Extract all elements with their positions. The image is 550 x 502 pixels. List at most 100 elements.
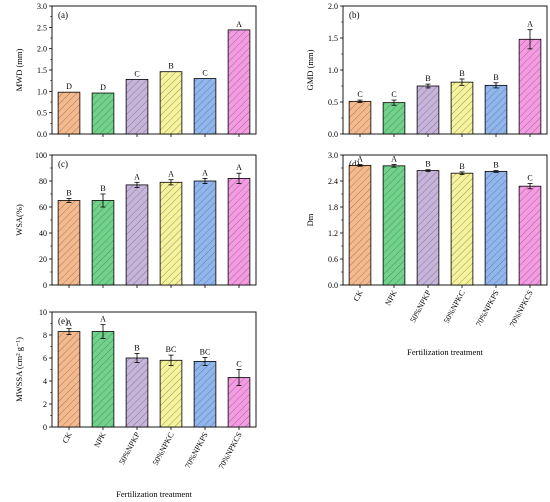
x-tick-label: 70%NPKCS — [508, 289, 535, 329]
x-tick-label: 50%NPKP — [117, 430, 142, 466]
y-tick-label: 0 — [43, 423, 47, 432]
error-bar-5 — [527, 183, 533, 190]
significance-letter-0: C — [357, 90, 362, 99]
y-axis-title: MWD (mm) — [14, 48, 24, 91]
x-tick-label: 70%NPKPS — [474, 289, 501, 328]
bar-4 — [193, 78, 217, 135]
bar-4 — [484, 84, 508, 135]
y-tick-label: 1.2 — [328, 229, 338, 238]
y-tick-label: 1.0 — [328, 66, 338, 75]
error-bar-2 — [134, 181, 140, 188]
x-tick-label: 50%NPKC — [151, 431, 176, 467]
plot-frame — [342, 5, 548, 135]
chart-panel-0: (a) 0.0 0.5 1.0 1.5 2.0 2.5 3.0 MWD (mm) D D C B C A — [14, 2, 257, 139]
y-tick-label: 2.4 — [328, 177, 338, 186]
y-tick-label: 0.6 — [328, 255, 338, 264]
bar-4 — [193, 361, 217, 428]
significance-letter-5: A — [236, 20, 242, 29]
bar-1 — [91, 92, 115, 135]
y-tick-label: 40 — [39, 229, 47, 238]
bar-3 — [159, 181, 183, 286]
x-tick-label: CK — [61, 431, 74, 445]
error-bar-0 — [357, 164, 363, 167]
chart-panel-3: (d) 0.0 0.6 1.2 1.8 2.4 3.0 Dm A CK A NPK B 50%NPKP B 5… — [305, 151, 548, 357]
bar-2 — [125, 184, 149, 286]
error-bar-1 — [100, 324, 106, 339]
error-bar-3 — [168, 179, 174, 186]
significance-letter-4: BC — [200, 347, 211, 356]
bar-3 — [450, 81, 474, 135]
significance-letter-2: B — [425, 74, 430, 83]
y-tick-label: 0.5 — [328, 98, 338, 107]
x-tick-label: NPK — [383, 289, 399, 308]
error-bar-5 — [236, 369, 242, 387]
error-bar-3 — [168, 354, 174, 366]
chart-panel-4: (e) 0 2 4 6 8 10 MWSSA (cm² g⁻¹) A CK A NPK B 50%NPKP… — [14, 308, 257, 499]
significance-letter-3: A — [168, 170, 174, 179]
significance-letter-3: B — [168, 62, 173, 71]
error-bar-0 — [357, 99, 363, 104]
y-tick-label: 80 — [39, 177, 47, 186]
x-tick-label: 50%NPKP — [408, 288, 433, 324]
y-tick-label: 0.5 — [37, 109, 47, 118]
error-bar-1 — [391, 99, 397, 106]
error-bar-0 — [66, 198, 72, 203]
y-tick-label: 2.0 — [328, 2, 338, 11]
significance-letter-0: D — [66, 82, 72, 91]
panel-label: (d) — [349, 159, 360, 169]
y-tick-label: 1.5 — [328, 34, 338, 43]
significance-letter-5: C — [527, 174, 532, 183]
error-bar-4 — [202, 177, 208, 185]
significance-letter-5: C — [236, 360, 241, 369]
error-bar-2 — [134, 352, 140, 364]
panel-label: (b) — [349, 10, 360, 20]
bar-0 — [57, 331, 81, 428]
y-axis-title: GMD (mm) — [305, 49, 315, 90]
plot-frame — [51, 154, 257, 286]
x-tick-label: CK — [352, 289, 365, 303]
bar-5 — [518, 38, 542, 135]
y-tick-label: 0.0 — [328, 130, 338, 139]
y-axis-title: Dm — [305, 213, 315, 226]
y-tick-label: 3.0 — [328, 151, 338, 160]
significance-letter-4: C — [202, 69, 207, 78]
bar-2 — [125, 357, 149, 428]
error-bar-3 — [459, 78, 465, 86]
significance-letter-4: A — [202, 168, 208, 177]
error-bar-0 — [66, 328, 72, 335]
y-tick-label: 1.8 — [328, 203, 338, 212]
bar-5 — [227, 177, 251, 286]
significance-letter-1: D — [100, 83, 106, 92]
bar-0 — [57, 91, 81, 135]
plot-frame — [51, 5, 257, 135]
error-bar-4 — [493, 170, 499, 173]
chart-panel-1: (b) 0.0 0.5 1.0 1.5 2.0 GMD (mm) C C B B B A — [305, 2, 548, 139]
x-tick-label: 50%NPKC — [442, 289, 467, 325]
x-axis-title: Fertilization treatment — [407, 347, 483, 357]
bar-1 — [91, 200, 115, 286]
error-bar-5 — [236, 172, 242, 185]
chart-panel-2: (c) 0 20 40 60 80 100 WSA(%) B B A A A A — [14, 151, 257, 290]
bar-3 — [159, 71, 183, 135]
y-tick-label: 0.0 — [37, 130, 47, 139]
significance-letter-4: B — [493, 73, 498, 82]
bar-0 — [348, 164, 372, 286]
significance-letter-3: B — [459, 69, 464, 78]
significance-letter-1: A — [100, 315, 106, 324]
bar-1 — [382, 102, 406, 135]
panel-label: (c) — [58, 159, 68, 169]
y-tick-label: 2 — [43, 400, 47, 409]
bar-1 — [382, 165, 406, 286]
significance-letter-3: BC — [166, 345, 177, 354]
y-tick-label: 2.5 — [37, 23, 47, 32]
y-tick-label: 3.0 — [37, 2, 47, 11]
y-tick-label: 4 — [43, 377, 47, 386]
bar-2 — [416, 170, 440, 286]
x-tick-label: 70%NPKPS — [183, 431, 210, 470]
y-tick-label: 2.0 — [37, 45, 47, 54]
bar-5 — [518, 185, 542, 286]
bar-3 — [159, 359, 183, 428]
bar-1 — [91, 331, 115, 428]
bar-0 — [348, 100, 372, 135]
